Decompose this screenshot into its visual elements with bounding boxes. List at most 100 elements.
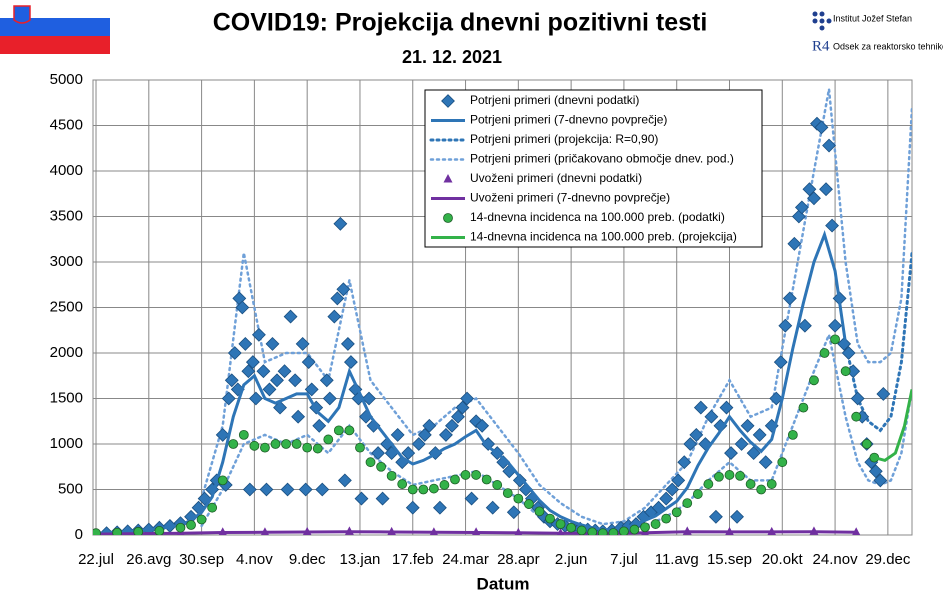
data-point: [683, 437, 698, 451]
data-point: [659, 491, 674, 506]
legend-label: Potrjeni primeri (dnevni podatki): [470, 93, 639, 107]
data-point: [787, 429, 798, 440]
data-point: [752, 427, 767, 442]
data-point: [629, 524, 640, 535]
data-point: [376, 461, 386, 472]
data-point: [333, 425, 344, 436]
x-tick-label: 4.nov: [236, 551, 273, 568]
y-tick-label: 2000: [50, 344, 83, 361]
x-tick-label: 7.jul: [610, 551, 638, 568]
data-point: [450, 474, 460, 485]
data-point: [312, 418, 327, 433]
data-point: [513, 493, 524, 504]
y-tick-label: 3500: [50, 207, 83, 224]
data-point: [439, 427, 453, 442]
data-point: [758, 455, 773, 470]
data-point: [496, 455, 511, 470]
data-point: [665, 482, 680, 497]
data-point: [248, 391, 263, 406]
data-point: [502, 488, 513, 499]
data-point: [411, 437, 426, 451]
data-point: [184, 509, 198, 524]
data-point: [186, 520, 196, 530]
data-point: [773, 355, 788, 370]
data-point: [344, 425, 355, 436]
data-point: [873, 473, 888, 488]
data-point: [407, 484, 418, 495]
data-point: [327, 309, 342, 324]
data-point: [689, 427, 704, 442]
data-point: [355, 442, 365, 453]
data-point: [555, 519, 566, 529]
data-point: [807, 191, 821, 206]
x-tick-label: 24.nov: [813, 551, 859, 568]
institute-name: Institut Jožef Stefan: [833, 13, 912, 23]
data-point: [215, 427, 230, 442]
data-point: [262, 382, 277, 397]
data-point: [428, 483, 439, 494]
legend-label: 14-dnevna incidenca na 100.000 preb. (pr…: [470, 230, 737, 244]
chart-subtitle: 21. 12. 2021: [402, 47, 502, 67]
data-point: [390, 427, 405, 442]
data-point: [405, 500, 420, 515]
y-tick-label: 500: [58, 480, 83, 497]
data-point: [802, 182, 817, 197]
data-point: [724, 470, 735, 480]
y-tick-label: 5000: [50, 71, 83, 88]
data-point: [545, 513, 555, 524]
data-point: [671, 507, 682, 518]
data-point: [704, 409, 719, 424]
data-point: [196, 514, 207, 525]
data-point: [362, 391, 376, 406]
data-point: [451, 409, 465, 424]
logo-dots: [812, 11, 832, 31]
data-point: [840, 366, 851, 377]
data-point: [576, 525, 587, 535]
data-point: [175, 522, 186, 533]
data-point: [277, 364, 292, 379]
legend-label: Uvoženi primeri (dnevni podatki): [470, 171, 642, 185]
data-point: [846, 364, 861, 379]
x-tick-label: 2.jun: [555, 551, 588, 568]
data-point: [460, 470, 471, 480]
data-point: [703, 479, 714, 489]
department-name: Odsek za reaktorsko tehniko: [833, 41, 943, 51]
data-point: [608, 528, 619, 535]
legend-box: [424, 89, 763, 248]
data-point: [238, 429, 249, 440]
data-point: [445, 418, 459, 433]
data-point: [587, 527, 598, 535]
x-tick-label: 24.mar: [442, 551, 489, 568]
data-point: [270, 439, 281, 449]
data-point: [782, 291, 797, 306]
y-tick-label: 2500: [50, 298, 83, 315]
data-point: [221, 391, 236, 406]
data-point: [422, 418, 437, 433]
data-point: [330, 291, 345, 306]
data-point: [340, 336, 355, 351]
data-point: [251, 327, 266, 342]
data-point: [828, 318, 843, 333]
data-point: [485, 500, 500, 515]
series-line: [873, 389, 912, 463]
data-point: [291, 409, 306, 424]
data-point: [475, 418, 490, 433]
legend-marker: [443, 174, 453, 183]
y-tick-label: 3000: [50, 253, 83, 270]
data-point: [640, 522, 650, 533]
data-point: [693, 400, 708, 415]
chart-title: COVID19: Projekcija dnevni pozitivni tes…: [213, 9, 708, 37]
data-point: [343, 355, 358, 370]
data-point: [671, 473, 686, 488]
data-point: [273, 400, 287, 415]
data-point: [868, 464, 883, 479]
x-tick-label: 11.avg: [655, 551, 699, 568]
data-point: [597, 528, 608, 535]
band-line: [200, 88, 912, 526]
data-point: [133, 526, 144, 535]
data-point: [464, 491, 479, 506]
data-point: [315, 482, 330, 497]
data-point: [154, 526, 165, 535]
data-point: [245, 355, 260, 370]
